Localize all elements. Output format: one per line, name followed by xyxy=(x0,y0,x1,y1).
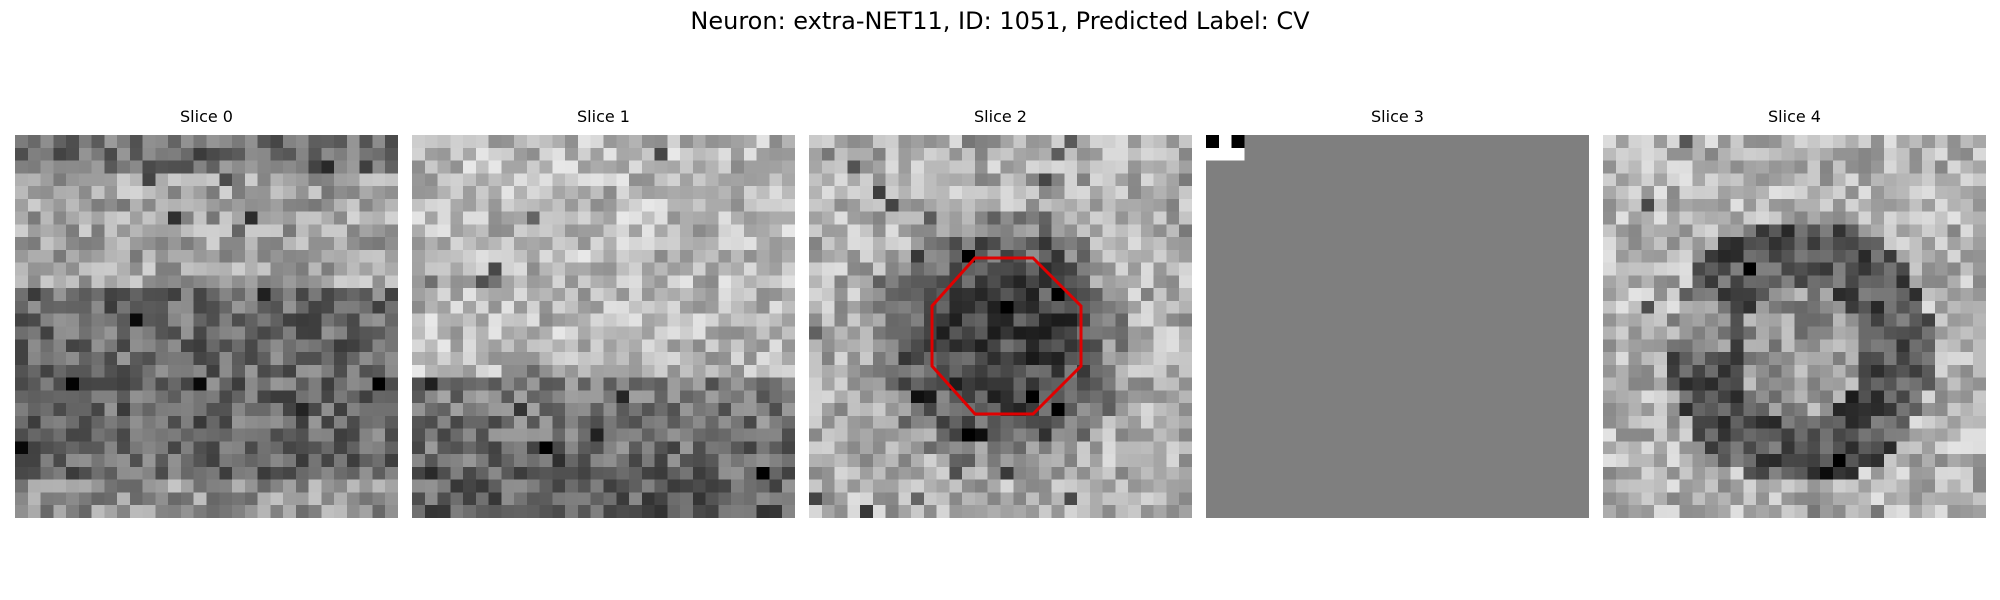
slice-title: Slice 4 xyxy=(1768,107,1821,126)
slice-image xyxy=(15,135,398,518)
slice-image xyxy=(1206,135,1589,518)
slice-image xyxy=(809,135,1192,518)
slice-title: Slice 0 xyxy=(180,107,233,126)
slice-title: Slice 1 xyxy=(577,107,630,126)
slice-title: Slice 2 xyxy=(974,107,1027,126)
figure-title: Neuron: extra-NET11, ID: 1051, Predicted… xyxy=(690,7,1310,35)
slice-image xyxy=(1603,135,1986,518)
slice-title: Slice 3 xyxy=(1371,107,1424,126)
slice-image xyxy=(412,135,795,518)
